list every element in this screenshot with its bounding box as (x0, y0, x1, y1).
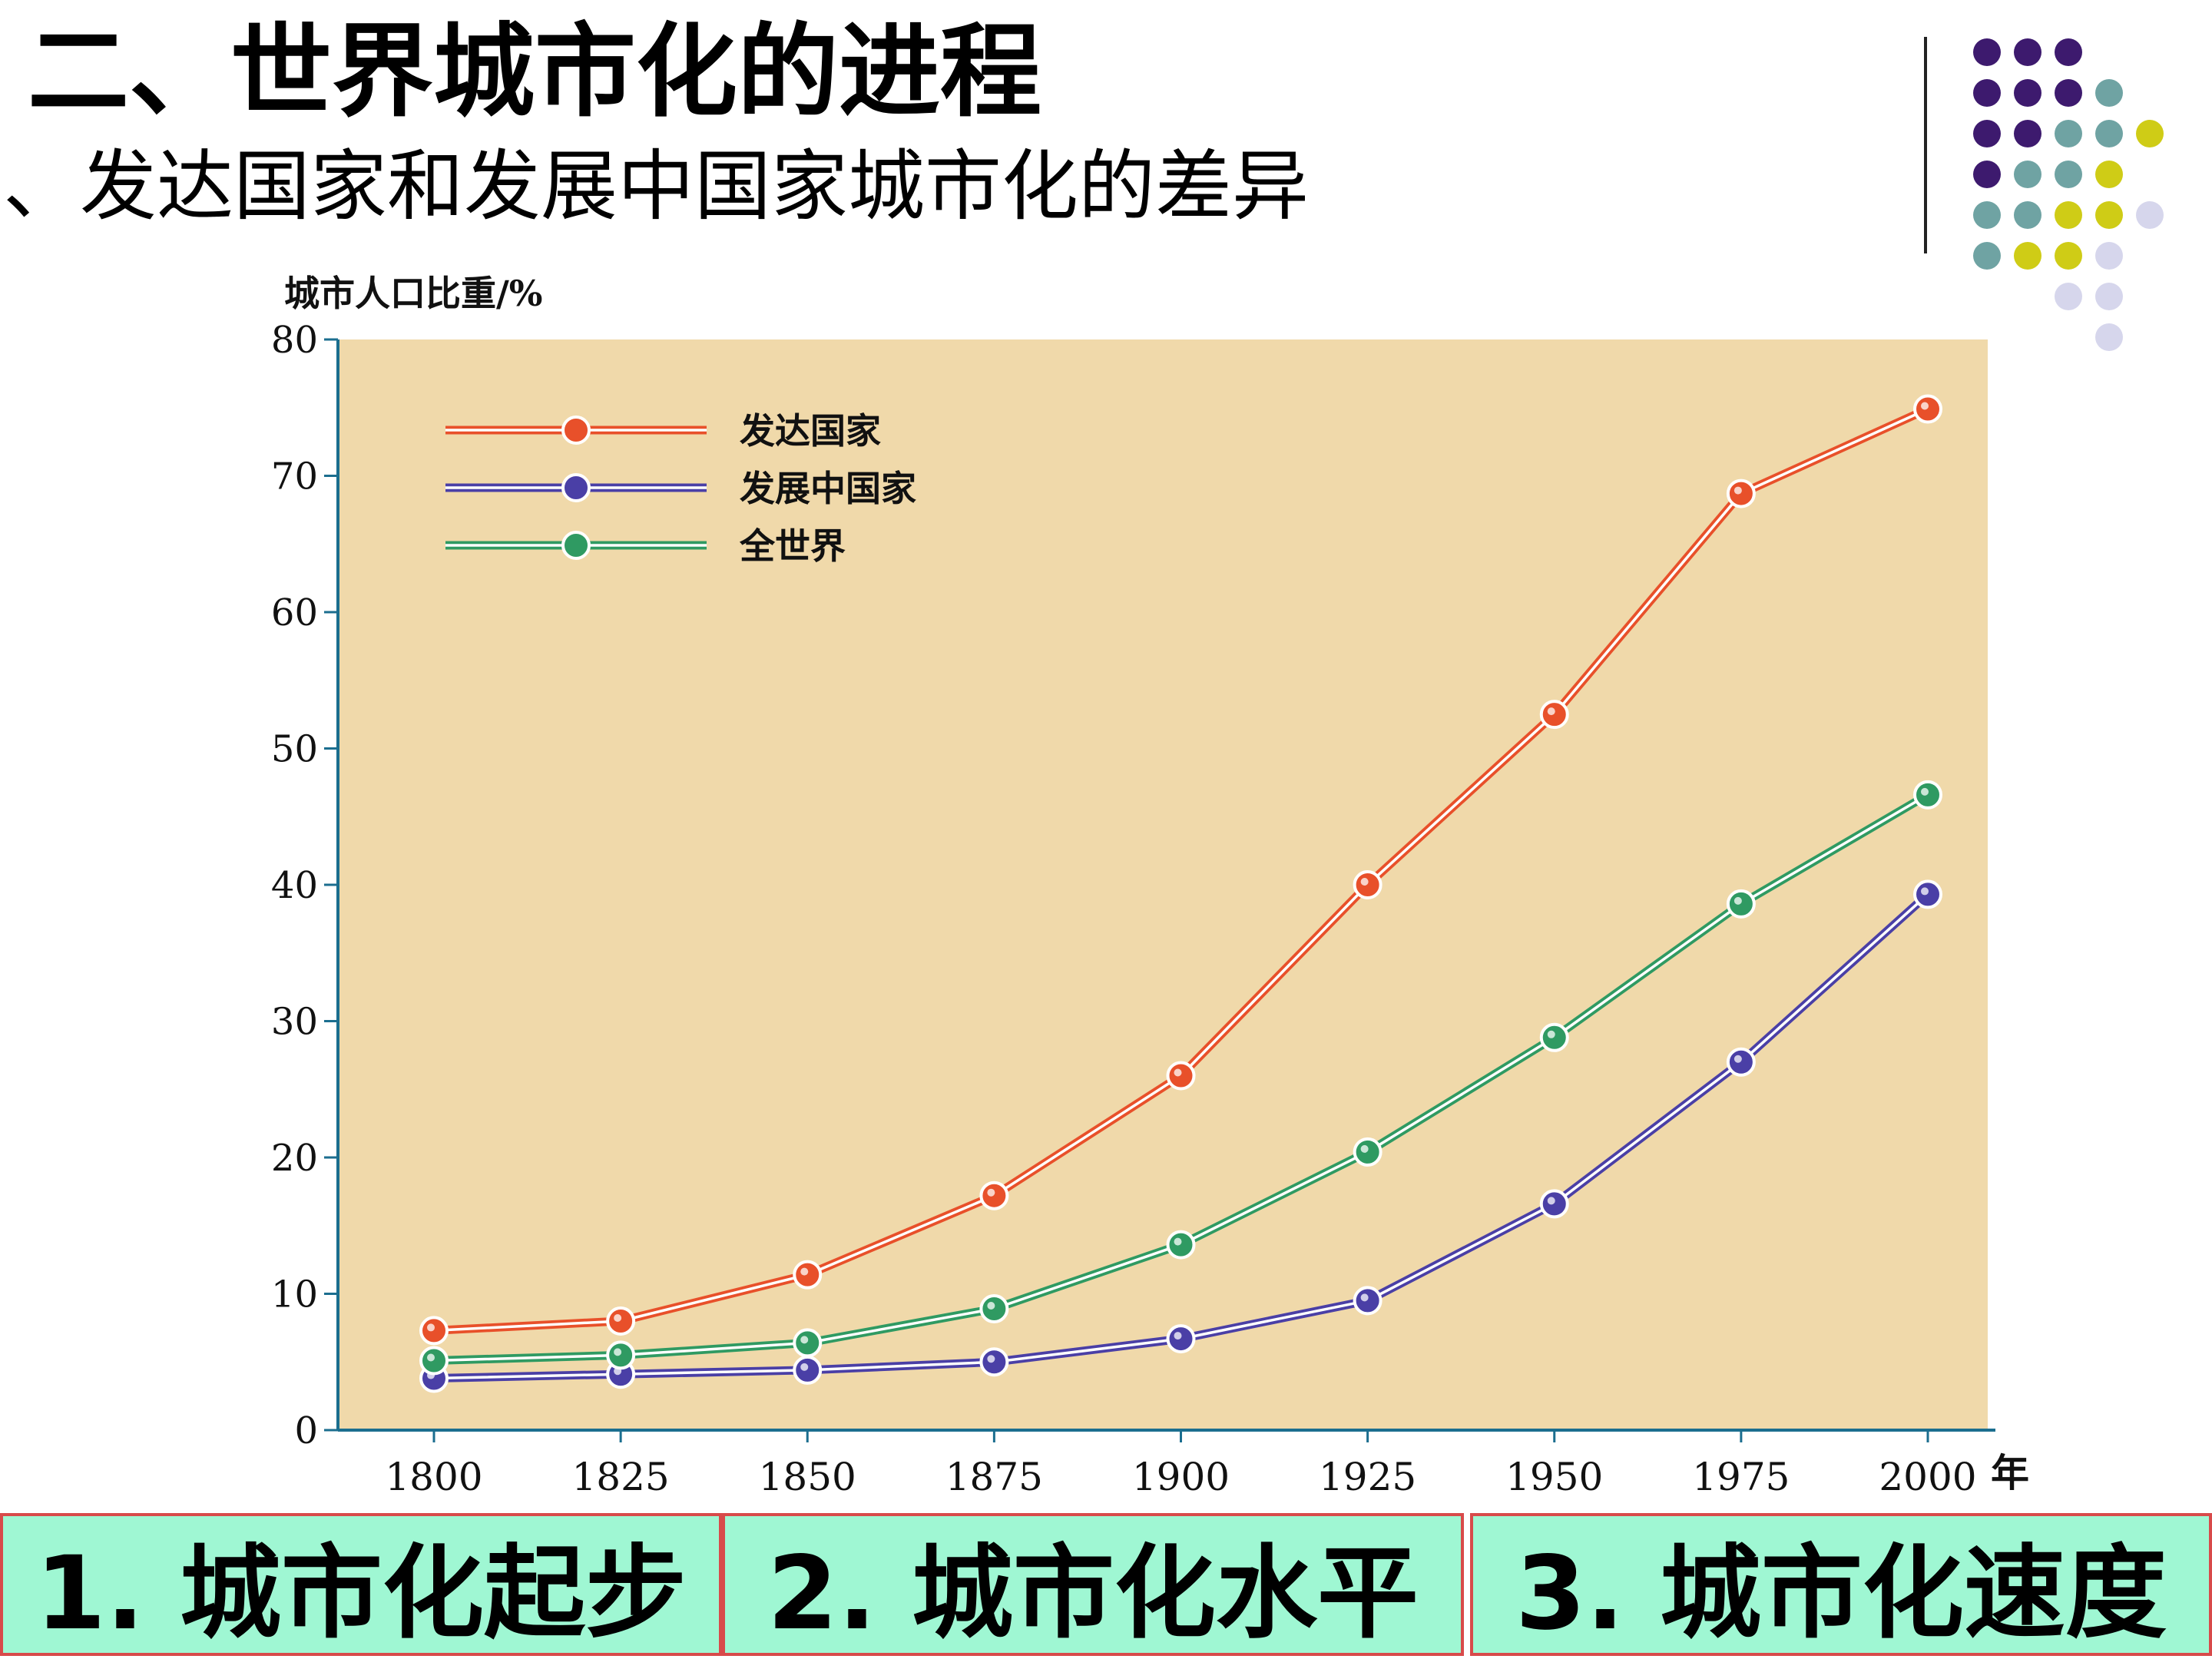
y-tick-label: 40 (271, 864, 318, 907)
data-point (606, 1340, 636, 1370)
y-tick-label: 50 (271, 728, 318, 771)
data-point-shine (800, 1267, 809, 1276)
data-point-shine (1174, 1237, 1182, 1246)
data-point (793, 1328, 823, 1358)
divider-line (1924, 37, 1927, 253)
data-point-shine (1921, 402, 1929, 410)
data-point-shine (1734, 1055, 1742, 1063)
slide-subtitle: 、发达国家和发展中国家城市化的差异 (3, 141, 1309, 231)
data-point-shine (800, 1363, 809, 1371)
data-point-shine (614, 1348, 622, 1356)
x-tick-label: 2000 (1879, 1455, 1976, 1499)
data-point-shine (800, 1336, 809, 1344)
legend-label: 发展中国家 (740, 468, 916, 509)
data-point-shine (987, 1355, 995, 1363)
box-label: 1. 城市化起步 (35, 1534, 687, 1653)
data-point-shine (1921, 887, 1929, 896)
y-tick-label: 0 (294, 1409, 318, 1452)
data-point (793, 1260, 823, 1290)
data-point (606, 1306, 636, 1336)
x-tick-label: 1950 (1505, 1455, 1603, 1499)
data-point-shine (1921, 787, 1929, 796)
x-tick-label: 1975 (1692, 1455, 1790, 1499)
box-urbanization-speed: 3. 城市化速度 (1470, 1513, 2212, 1656)
data-point (1166, 1061, 1196, 1091)
x-tick-label: 1900 (1132, 1455, 1230, 1499)
data-point-shine (427, 1323, 435, 1332)
data-point (1726, 478, 1756, 508)
data-point-shine (1547, 1030, 1555, 1038)
data-point (1539, 700, 1569, 730)
data-point (1166, 1324, 1196, 1354)
data-point-shine (1174, 1068, 1182, 1077)
data-point (979, 1294, 1009, 1324)
data-point (1353, 870, 1382, 899)
y-axis-label: 城市人口比重/% (284, 273, 543, 314)
data-point (793, 1355, 823, 1385)
data-point-shine (1547, 707, 1555, 716)
data-point (419, 1316, 449, 1346)
data-point (1726, 889, 1756, 919)
data-point-shine (1360, 878, 1369, 886)
x-tick-label: 1925 (1319, 1455, 1416, 1499)
x-tick-label: 1800 (385, 1455, 482, 1499)
data-point (1913, 879, 1942, 909)
y-tick-label: 30 (271, 1001, 318, 1044)
data-point (1913, 780, 1942, 810)
data-point (1726, 1047, 1756, 1077)
y-tick-label: 20 (271, 1137, 318, 1180)
box-label: 2. 城市化水平 (767, 1534, 1419, 1653)
data-point-shine (1174, 1332, 1182, 1340)
x-axis-label: 年 (1991, 1450, 2029, 1495)
data-point-shine (1360, 1293, 1369, 1302)
data-point-shine (1547, 1197, 1555, 1205)
data-point (979, 1347, 1009, 1377)
data-point-shine (987, 1188, 995, 1197)
slide-title: 二、世界城市化的进程 (28, 13, 1041, 131)
data-point-shine (1360, 1144, 1369, 1153)
data-point (979, 1181, 1009, 1210)
data-point (1913, 394, 1942, 424)
data-point-shine (427, 1353, 435, 1362)
data-point (1166, 1230, 1196, 1260)
legend-label: 全世界 (739, 525, 846, 567)
data-point-shine (987, 1302, 995, 1310)
data-point (419, 1346, 449, 1376)
x-tick-label: 1875 (945, 1455, 1043, 1499)
box-label: 3. 城市化速度 (1515, 1534, 2167, 1653)
legend-marker (561, 416, 591, 445)
box-urbanization-start: 1. 城市化起步 (0, 1513, 722, 1656)
legend-marker (561, 531, 591, 560)
data-point-shine (1734, 896, 1742, 905)
legend-label: 发达国家 (740, 410, 881, 452)
data-point (1353, 1286, 1382, 1316)
legend-marker (561, 473, 591, 502)
data-point-shine (1734, 486, 1742, 495)
x-tick-label: 1850 (759, 1455, 856, 1499)
y-tick-label: 80 (271, 319, 318, 362)
data-point (1539, 1022, 1569, 1052)
data-point-shine (614, 1314, 622, 1322)
y-tick-label: 60 (271, 591, 318, 634)
data-point (1539, 1189, 1569, 1219)
y-tick-label: 70 (271, 455, 318, 498)
x-tick-label: 1825 (572, 1455, 670, 1499)
y-tick-label: 10 (271, 1273, 318, 1316)
box-urbanization-level: 2. 城市化水平 (722, 1513, 1464, 1656)
data-point (1353, 1137, 1382, 1167)
